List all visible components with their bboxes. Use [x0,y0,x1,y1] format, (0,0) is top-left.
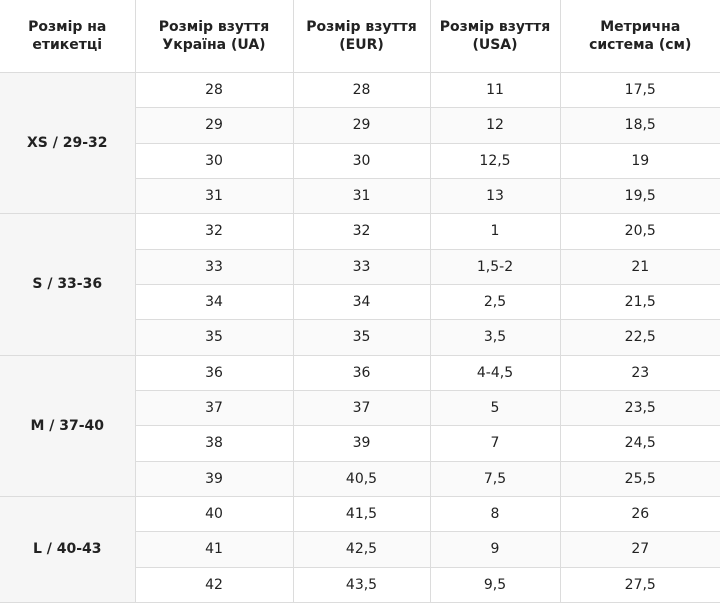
table-row: 35 35 3,5 22,5 [0,319,720,356]
table-row: 31 31 13 19,5 [0,177,720,215]
table-row: 37 37 5 23,5 [0,389,720,427]
table-cell: 9 [429,531,561,568]
size-label: S / 33-36 [0,213,136,356]
table-cell: 21,5 [559,283,720,321]
table-cell: 17,5 [559,71,720,109]
table-row: S / 33-36 32 32 1 20,5 [0,213,720,356]
table-cell: 34 [292,283,431,321]
table-cell: 24,5 [559,425,720,462]
table-cell: 8 [429,495,561,533]
table-cell: 22,5 [559,319,720,356]
table-cell: 36 [134,354,294,391]
table-cell: 30 [134,142,294,179]
table-cell: 35 [134,319,294,356]
table-cell: 12 [429,107,561,144]
table-cell: 23 [559,354,720,391]
size-label: XS / 29-32 [0,71,136,215]
table-cell: 9,5 [429,566,561,603]
table-cell: 20,5 [559,213,720,250]
table-cell: 38 [134,425,294,462]
table-body: XS / 29-32 28 28 11 17,5 29 29 12 18,5 30 30 12,5 19… [0,71,720,603]
table-cell: 42 [134,566,294,603]
header-cell: Розмір взуття (USA) [429,0,561,73]
table-cell: 41,5 [292,495,431,533]
table-row: 42 43,5 9,5 27,5 [0,566,720,603]
table-cell: 12,5 [429,142,561,179]
table-cell: 40 [134,495,294,533]
table-cell: 26 [559,495,720,533]
table-row: L / 40-43 40 41,5 8 26 [0,495,720,603]
table-row: 41 42,5 9 27 [0,531,720,568]
table-cell: 31 [292,177,431,215]
header-cell: Розмір взуття (EUR) [292,0,431,73]
table-row: XS / 29-32 28 28 11 17,5 [0,71,720,215]
table-cell: 39 [292,425,431,462]
table-cell: 3,5 [429,319,561,356]
table-cell: 37 [134,389,294,427]
table-cell: 28 [134,71,294,109]
table-cell: 11 [429,71,561,109]
table-cell: 21 [559,248,720,285]
table-cell: 18,5 [559,107,720,144]
table-cell: 32 [134,213,294,250]
table-cell: 28 [292,71,431,109]
table-cell: 13 [429,177,561,215]
table-cell: 4-4,5 [429,354,561,391]
table-cell: 1,5-2 [429,248,561,285]
table-cell: 25,5 [559,460,720,497]
table-cell: 33 [134,248,294,285]
table-row: 29 29 12 18,5 [0,107,720,144]
table-cell: 30 [292,142,431,179]
table-cell: 27,5 [559,566,720,603]
table-cell: 1 [429,213,561,250]
table-cell: 34 [134,283,294,321]
table-row: M / 37-40 36 36 4-4,5 23 [0,354,720,497]
table-cell: 31 [134,177,294,215]
table-cell: 29 [134,107,294,144]
table-cell: 39 [134,460,294,497]
table-cell: 35 [292,319,431,356]
table-cell: 5 [429,389,561,427]
table-cell: 7,5 [429,460,561,497]
table-cell: 41 [134,531,294,568]
size-label: L / 40-43 [0,495,136,603]
table-cell: 32 [292,213,431,250]
table-cell: 7 [429,425,561,462]
header-cell: Розмір на етикетці [0,0,136,73]
table-row: 39 40,5 7,5 25,5 [0,460,720,497]
header-row: Розмір на етикетці Розмір взуття Україна … [0,0,720,73]
header-cell: Метрична система (см) [559,0,720,73]
size-label: M / 37-40 [0,354,136,497]
table-cell: 33 [292,248,431,285]
table-row: 33 33 1,5-2 21 [0,248,720,285]
table-row: 38 39 7 24,5 [0,425,720,462]
table-cell: 23,5 [559,389,720,427]
table-cell: 37 [292,389,431,427]
table-cell: 43,5 [292,566,431,603]
table-cell: 2,5 [429,283,561,321]
table-row: 30 30 12,5 19 [0,142,720,179]
header-cell: Розмір взуття Україна (UA) [134,0,294,73]
table-cell: 42,5 [292,531,431,568]
table-cell: 40,5 [292,460,431,497]
table-cell: 36 [292,354,431,391]
table-cell: 27 [559,531,720,568]
table-cell: 29 [292,107,431,144]
table-cell: 19 [559,142,720,179]
table-cell: 19,5 [559,177,720,215]
